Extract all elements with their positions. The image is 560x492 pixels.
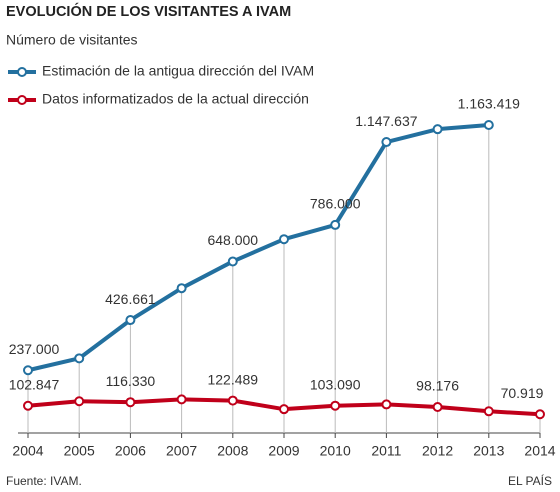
- point: [74, 353, 85, 364]
- point: [279, 404, 289, 415]
- x-tick-label: 2014: [524, 443, 555, 459]
- point: [176, 283, 187, 294]
- value-label: 648.000: [207, 232, 258, 248]
- value-label: 1.163.419: [458, 96, 520, 112]
- point: [176, 394, 187, 405]
- legend-marker: [17, 67, 27, 77]
- point: [279, 234, 289, 245]
- point: [483, 120, 494, 130]
- value-label: 122.489: [207, 371, 258, 387]
- value-label: 102.847: [9, 376, 60, 392]
- point: [125, 397, 136, 408]
- series-line: [27, 123, 489, 373]
- value-label: 70.919: [501, 385, 544, 401]
- point: [23, 365, 33, 376]
- x-tick-label: 2013: [473, 443, 504, 459]
- x-tick-label: 2012: [422, 443, 453, 459]
- value-label: 786.000: [310, 196, 361, 212]
- value-label: 426.661: [105, 291, 156, 307]
- chart-title: EVOLUCIÓN DE LOS VISITANTES A IVAM: [6, 2, 291, 20]
- credit: EL PAÍS: [508, 473, 552, 488]
- point: [381, 137, 392, 148]
- point: [74, 396, 85, 407]
- x-tick-label: 2004: [12, 443, 43, 459]
- legend-label: Datos informatizados de la actual direcc…: [42, 91, 309, 107]
- chart-subtitle: Número de visitantes: [6, 32, 138, 48]
- point: [535, 409, 545, 420]
- x-tick-label: 2009: [268, 443, 299, 459]
- source: Fuente: IVAM.: [6, 474, 82, 488]
- x-tick-label: 2010: [320, 443, 351, 459]
- value-label: 103.090: [310, 376, 361, 392]
- legend-marker: [17, 95, 27, 105]
- x-tick-label: 2006: [115, 443, 146, 459]
- point: [330, 400, 341, 411]
- point: [381, 399, 392, 410]
- value-label: 116.330: [106, 373, 156, 389]
- point: [330, 219, 341, 230]
- point: [432, 124, 443, 135]
- x-tick-label: 2005: [64, 443, 95, 459]
- point: [125, 315, 136, 326]
- legend-label: Estimación de la antigua dirección del I…: [42, 63, 314, 79]
- x-tick-label: 2011: [371, 443, 401, 459]
- point: [227, 395, 238, 406]
- value-label: 1.147.637: [355, 113, 417, 129]
- x-tick-label: 2007: [166, 443, 197, 459]
- point: [23, 400, 33, 411]
- point: [483, 406, 494, 417]
- value-label: 98.176: [416, 378, 459, 394]
- x-tick-label: 2008: [217, 443, 248, 459]
- value-label: 237.000: [9, 341, 60, 357]
- point: [227, 256, 238, 267]
- point: [432, 402, 443, 413]
